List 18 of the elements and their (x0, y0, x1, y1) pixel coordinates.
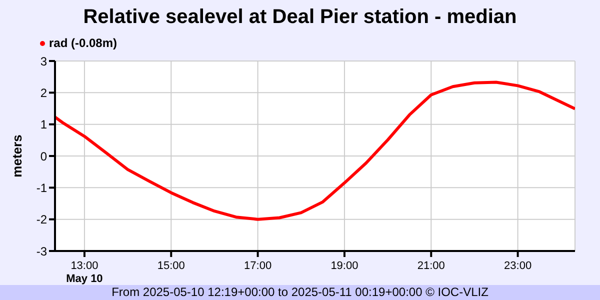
y-tick-label: -3 (36, 244, 48, 258)
chart-title: Relative sealevel at Deal Pier station - median (82, 6, 518, 29)
y-tick-label: 1 (40, 118, 48, 132)
x-tick-label: 15:00 (157, 260, 185, 272)
x-tick-label: 13:00 May 10 (66, 260, 103, 285)
y-tick-label: 0 (40, 149, 48, 164)
y-tick-label: -1 (36, 180, 48, 195)
x-tick-label: 21:00 (417, 260, 445, 272)
y-axis-title: meters (10, 134, 25, 178)
y-tick-label: 2 (40, 86, 48, 100)
legend-label: rad (-0.08m) (49, 36, 118, 50)
x-tick-label: 17:00 (244, 260, 272, 272)
line-series (55, 80, 575, 221)
x-tick-label: 19:00 (330, 260, 358, 272)
y-tick-label: -2 (36, 212, 48, 227)
y-tick-label: 3 (40, 54, 48, 68)
x-tick-label: 23:00 (504, 260, 532, 272)
text: From 2025-05-10 12:19+00:00 to 2025-05-11 00:19+00:00 © IOC-VLIZ (0, 285, 600, 300)
